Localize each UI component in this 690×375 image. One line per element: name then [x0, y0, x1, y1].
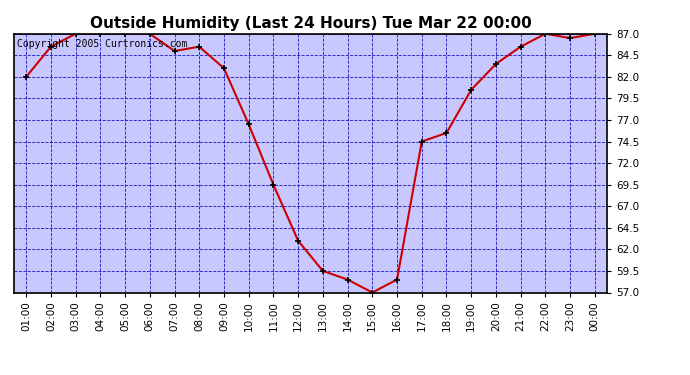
Title: Outside Humidity (Last 24 Hours) Tue Mar 22 00:00: Outside Humidity (Last 24 Hours) Tue Mar…	[90, 16, 531, 31]
Text: Copyright 2005 Curtronics.com: Copyright 2005 Curtronics.com	[17, 39, 187, 49]
